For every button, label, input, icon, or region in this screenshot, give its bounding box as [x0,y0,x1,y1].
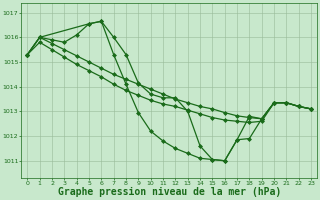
X-axis label: Graphe pression niveau de la mer (hPa): Graphe pression niveau de la mer (hPa) [58,187,281,197]
